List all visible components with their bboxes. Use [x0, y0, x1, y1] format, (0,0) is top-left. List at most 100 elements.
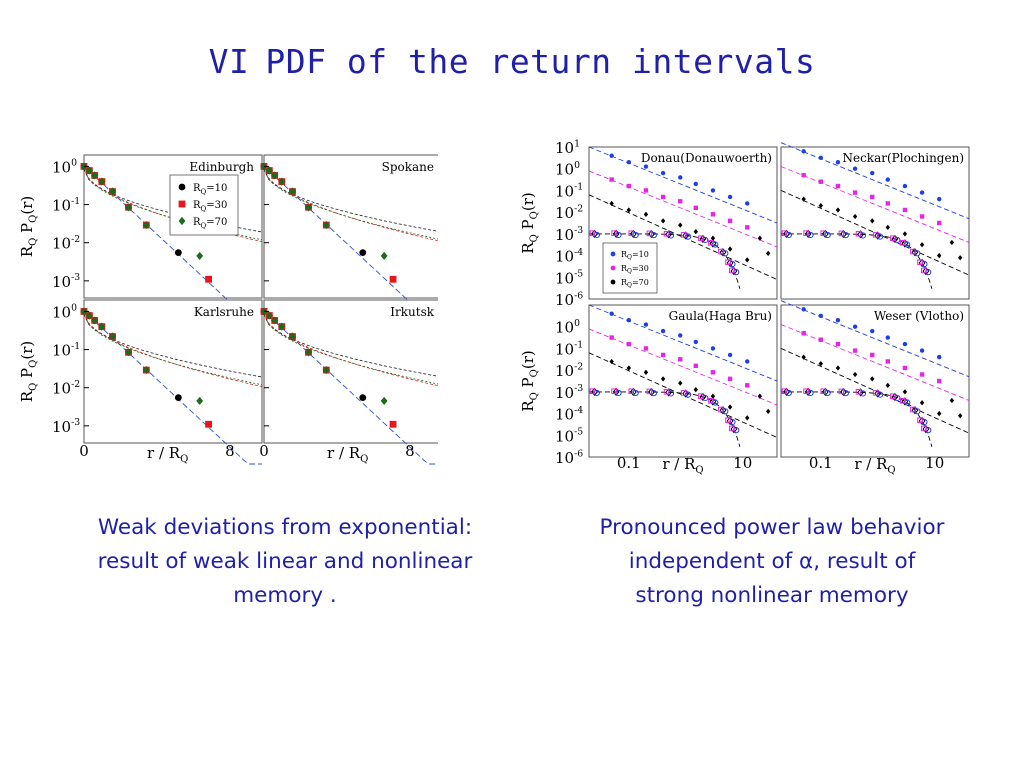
- data-point-diamond: [835, 207, 841, 213]
- panel-frame: [263, 154, 438, 299]
- y-tick-label: 10-5: [555, 269, 583, 288]
- y-tick-label: 10-1: [52, 341, 80, 360]
- fit-curve-green: [263, 313, 438, 385]
- rescaled-point: [872, 390, 879, 396]
- data-point-square: [643, 346, 649, 351]
- power-law-line: [588, 146, 778, 224]
- data-point-circle: [609, 311, 614, 316]
- data-point-circle: [818, 155, 824, 161]
- rescaled-point: [729, 425, 735, 432]
- x-tick-label: 0.1: [617, 454, 641, 472]
- power-law-line: [588, 328, 778, 406]
- data-point-circle: [359, 394, 367, 402]
- data-point-circle: [359, 249, 367, 257]
- y-tick-label: 10-3: [555, 225, 583, 244]
- right-panel-1: Neckar(Plochingen): [780, 142, 970, 300]
- rescaled-point: [917, 417, 923, 424]
- panel-label: Gaula(Haga Bru): [669, 309, 772, 323]
- y-tick-label: 10-2: [52, 379, 80, 398]
- y-tick-label: 100: [555, 318, 580, 337]
- data-point-diamond: [643, 369, 649, 375]
- panel-label: Edinburgh: [189, 160, 254, 174]
- rescaled-point: [890, 393, 896, 400]
- rescaled-point: [718, 248, 724, 255]
- data-point-circle: [902, 341, 908, 347]
- legend-right: RQ=10 RQ=30 RQ=70: [602, 242, 658, 294]
- y-tick-label: 10-4: [555, 247, 583, 266]
- data-point-diamond: [142, 220, 150, 230]
- data-point-diamond: [745, 257, 750, 263]
- rescaled-point: [646, 230, 653, 237]
- rescaled-point: [663, 388, 670, 395]
- y-tick-label: 10-1: [555, 340, 583, 359]
- right-chart: Donau(Donauwoerth) Neckar(Plochingen) Gaul…: [519, 138, 970, 476]
- power-law-line: [780, 347, 970, 434]
- data-point-square: [919, 372, 925, 377]
- data-point-square: [727, 376, 733, 382]
- data-point-diamond: [289, 187, 296, 196]
- rescaled-point: [820, 388, 827, 395]
- y-tick-label: 10-2: [555, 203, 583, 222]
- x-axis-title: r / RQ: [854, 455, 895, 476]
- data-point-diamond: [693, 229, 698, 235]
- data-point-diamond: [765, 250, 771, 257]
- power-law-line: [780, 142, 970, 220]
- rescaled-point: [680, 232, 687, 238]
- data-point-circle: [643, 164, 649, 169]
- data-point-circle: [693, 181, 698, 187]
- left-panel-3: Irkutsk: [260, 299, 438, 465]
- data-point-diamond: [322, 220, 330, 230]
- power-law-line: [780, 189, 970, 276]
- data-point-diamond: [85, 311, 93, 320]
- rescaled-point: [698, 393, 704, 400]
- legend-marker: [178, 183, 186, 191]
- data-point-square: [919, 214, 925, 219]
- y-tick-label: 10-5: [555, 427, 583, 446]
- y-tick-label: 100: [52, 158, 77, 177]
- data-point-circle: [174, 394, 182, 402]
- data-point-circle: [902, 183, 908, 189]
- rescaled-point: [725, 259, 731, 266]
- data-point-circle: [678, 175, 683, 180]
- rescaled-point: [855, 230, 862, 237]
- data-point-square: [643, 188, 649, 193]
- caption-right-line-1: Pronounced power law behavior: [599, 515, 945, 540]
- rescaled-point: [900, 397, 906, 404]
- power-law-line: [780, 166, 970, 243]
- rescaled-point: [803, 230, 809, 237]
- caption-right: Pronounced power law behavior independen…: [552, 511, 992, 613]
- data-point-square: [609, 177, 614, 182]
- title-section-number: VI: [208, 42, 250, 81]
- data-point-square: [835, 183, 841, 189]
- rescaled-point: [855, 388, 862, 395]
- data-point-circle: [885, 335, 890, 340]
- rescaled-point: [646, 388, 653, 395]
- y-tick-label: 10-4: [555, 405, 583, 424]
- data-point-square: [885, 359, 890, 364]
- data-point-circle: [937, 196, 942, 202]
- rescaled-point: [838, 388, 845, 395]
- data-point-square: [609, 335, 614, 340]
- y-axis-title: RQ PQ(r): [519, 350, 540, 411]
- left-panel-2: Karlsruhe: [80, 299, 263, 465]
- y-tick-label: 10-2: [52, 234, 80, 253]
- data-point-circle: [745, 359, 750, 364]
- data-point-diamond: [265, 166, 273, 175]
- data-point-diamond: [937, 410, 942, 417]
- rescaled-point: [900, 239, 906, 246]
- rescaled-point: [663, 230, 670, 237]
- data-point-square: [801, 331, 806, 336]
- data-point-diamond: [801, 354, 806, 360]
- data-point-diamond: [196, 251, 204, 261]
- panel-label: Donau(Donauwoerth): [641, 151, 772, 165]
- caption-left-line-3: memory .: [233, 583, 337, 608]
- data-point-square: [389, 420, 397, 428]
- data-point-circle: [174, 249, 182, 257]
- y-axis-title: RQ PQ(r): [18, 341, 39, 402]
- power-law-line: [588, 170, 778, 248]
- legend-label: RQ=30: [621, 264, 649, 275]
- data-point-diamond: [937, 252, 942, 259]
- y-axis-title: RQ PQ(r): [519, 192, 540, 253]
- rescaled-point: [838, 230, 845, 237]
- caption-left-line-2: result of weak linear and nonlinear: [97, 549, 473, 574]
